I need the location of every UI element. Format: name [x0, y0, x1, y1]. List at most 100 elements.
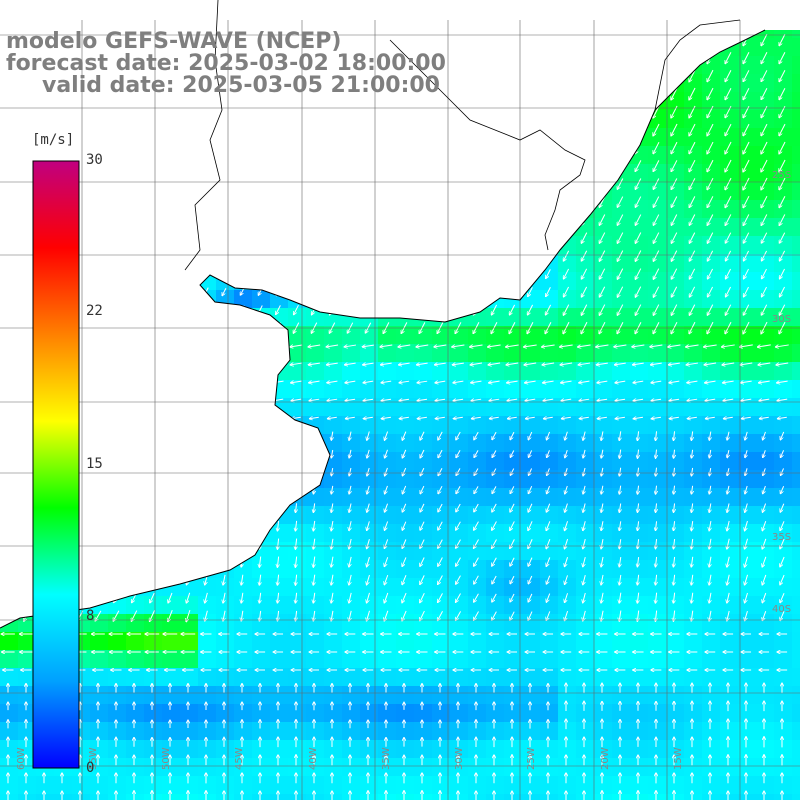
field-cell [576, 596, 595, 615]
field-cell [648, 524, 667, 543]
field-cell [486, 30, 505, 39]
field-cell [360, 146, 379, 165]
wind-arrow [743, 214, 750, 225]
field-cell [198, 740, 217, 759]
field-cell [234, 128, 253, 147]
field-cell [378, 272, 397, 291]
field-cell [756, 488, 775, 507]
longitude-label: 50W [161, 747, 172, 770]
field-cell [792, 218, 800, 237]
wind-arrow [347, 124, 353, 135]
wind-arrow [223, 538, 225, 549]
wind-arrow [7, 449, 10, 458]
field-cell [126, 686, 145, 705]
field-cell [594, 560, 613, 579]
wind-arrow [725, 141, 732, 154]
field-cell [198, 236, 217, 255]
wind-arrow [168, 557, 173, 566]
field-cell [396, 164, 415, 183]
wind-arrow [5, 196, 11, 207]
field-cell [342, 218, 361, 237]
field-cell [702, 164, 721, 183]
field-cell [738, 524, 757, 543]
field-cell [288, 650, 307, 669]
field-cell [720, 416, 739, 435]
wind-arrow [563, 87, 570, 100]
wind-arrow [455, 88, 462, 99]
field-cell [720, 182, 739, 201]
field-cell [126, 578, 145, 597]
field-cell [792, 30, 800, 39]
wind-arrow [113, 557, 119, 566]
field-cell [522, 434, 541, 453]
field-cell [612, 794, 631, 800]
wind-arrow [95, 575, 102, 584]
wind-arrow [259, 503, 260, 512]
wind-arrow [725, 159, 732, 172]
field-cell [576, 398, 595, 417]
wind-arrow [528, 251, 533, 260]
wind-arrow [114, 196, 119, 207]
field-cell [720, 506, 739, 525]
field-cell [324, 524, 343, 543]
field-cell [522, 740, 541, 759]
field-cell [594, 128, 613, 147]
field-cell [702, 146, 721, 165]
field-cell [774, 758, 793, 777]
field-cell [0, 560, 19, 579]
field-cell [324, 704, 343, 723]
field-cell [360, 776, 379, 795]
field-cell [144, 704, 163, 723]
field-cell [396, 182, 415, 201]
wind-arrow [725, 214, 732, 225]
wind-arrow [581, 69, 588, 82]
field-cell [198, 110, 217, 129]
wind-arrow [95, 214, 101, 225]
field-cell [324, 254, 343, 273]
field-cell [774, 182, 793, 201]
wind-arrow [259, 431, 260, 441]
wind-arrow [546, 269, 551, 278]
field-cell [684, 668, 703, 687]
field-cell [522, 524, 541, 543]
wind-arrow [383, 106, 390, 117]
field-cell [594, 218, 613, 237]
field-cell [0, 236, 19, 255]
field-cell [270, 668, 289, 687]
field-cell [540, 632, 559, 651]
field-cell [360, 758, 379, 777]
field-cell [378, 200, 397, 219]
field-cell [216, 686, 235, 705]
wind-arrow [186, 557, 191, 567]
wind-arrow [707, 34, 714, 46]
field-cell [306, 524, 325, 543]
wind-arrow [24, 287, 29, 296]
field-cell [612, 470, 631, 489]
wind-arrow [743, 268, 749, 279]
field-cell [378, 488, 397, 507]
field-cell [324, 686, 343, 705]
wind-arrow [24, 251, 29, 260]
field-cell [522, 218, 541, 237]
wind-arrow [581, 178, 588, 189]
field-cell [504, 632, 523, 651]
field-cell [288, 254, 307, 273]
wind-arrow [456, 214, 461, 225]
wind-arrow [293, 160, 300, 171]
wind-arrow [546, 52, 551, 63]
field-cell [180, 668, 199, 687]
field-cell [342, 740, 361, 759]
field-cell [360, 740, 379, 759]
wind-arrow [599, 51, 606, 64]
field-cell [522, 542, 541, 561]
field-cell [432, 542, 451, 561]
wind-arrow [132, 449, 137, 458]
wind-arrow [276, 269, 281, 279]
wind-arrow [401, 124, 408, 135]
wind-arrow [599, 232, 606, 244]
field-cell [594, 146, 613, 165]
wind-arrow [779, 177, 786, 190]
field-cell [558, 74, 577, 93]
field-cell [594, 578, 613, 597]
